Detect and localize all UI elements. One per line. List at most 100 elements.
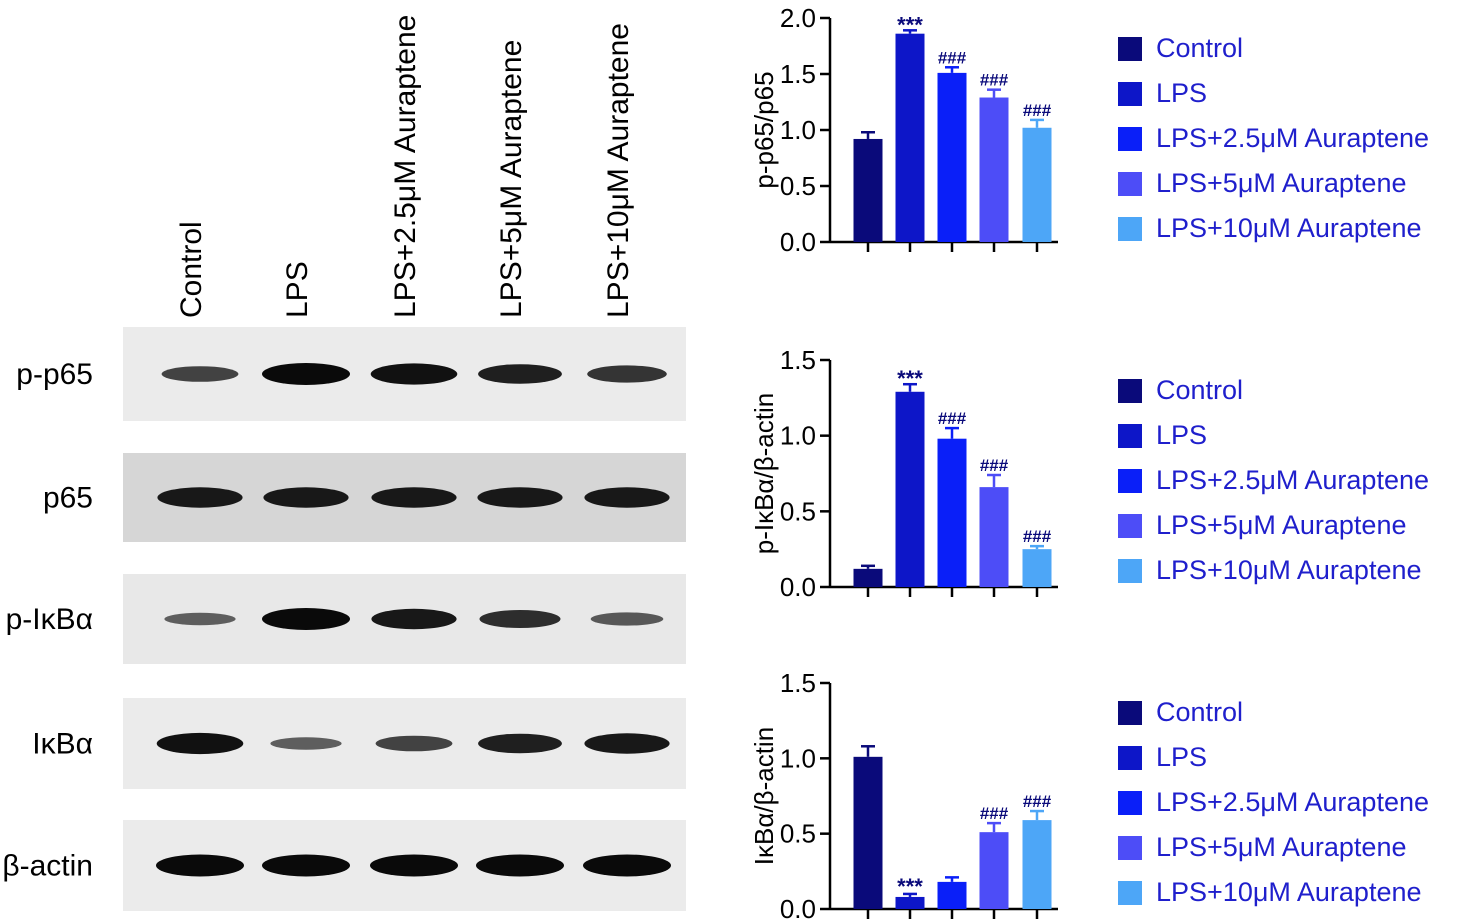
- y-tick-label: 1.5: [780, 345, 816, 375]
- protein-band: [478, 733, 562, 754]
- y-tick-label: 0.0: [780, 894, 816, 921]
- protein-label: IκBα: [32, 728, 93, 761]
- legend-swatch: [1118, 745, 1142, 770]
- legend-swatch: [1118, 790, 1142, 815]
- legend-chart-2: Control LPS LPS+2.5μM Auraptene LPS+5μM Aur…: [1118, 368, 1429, 593]
- bar-lps: [895, 391, 925, 587]
- significance-label: ###: [938, 48, 967, 67]
- bar-lps-10-m-auraptene: [1022, 127, 1052, 242]
- protein-band: [156, 854, 244, 877]
- legend-item: LPS+2.5μM Auraptene: [1118, 458, 1429, 503]
- lane-label: LPS+10μM Auraptene: [602, 23, 635, 318]
- bar-lps-5-m-auraptene: [979, 832, 1009, 909]
- legend-item: LPS+2.5μM Auraptene: [1118, 780, 1429, 825]
- protein-band: [476, 854, 564, 877]
- legend-swatch: [1118, 835, 1142, 860]
- bar-lps-2-5-m-auraptene: [937, 881, 967, 909]
- legend-label: LPS+2.5μM Auraptene: [1156, 123, 1429, 153]
- y-axis-label: p-p65/p65: [749, 71, 779, 188]
- bar-lps-10-m-auraptene: [1022, 549, 1052, 587]
- significance-label: ###: [980, 804, 1009, 823]
- legend-swatch: [1118, 216, 1142, 241]
- protein-band: [587, 365, 667, 383]
- legend-swatch: [1118, 171, 1142, 196]
- legend-item: LPS+5μM Auraptene: [1118, 825, 1429, 870]
- legend-label: Control: [1156, 375, 1244, 405]
- protein-band: [164, 612, 236, 626]
- legend-item: LPS+10μM Auraptene: [1118, 206, 1429, 251]
- protein-label: β-actin: [2, 850, 93, 883]
- protein-band: [584, 487, 670, 508]
- legend-item: LPS: [1118, 413, 1429, 458]
- legend-label: LPS+5μM Auraptene: [1156, 168, 1407, 198]
- protein-label: p-IκBα: [6, 603, 93, 636]
- legend-item: LPS+5μM Auraptene: [1118, 161, 1429, 206]
- legend-label: LPS+5μM Auraptene: [1156, 510, 1407, 540]
- y-tick-label: 2.0: [780, 3, 816, 33]
- legend-swatch: [1118, 880, 1142, 905]
- protein-band: [156, 732, 244, 755]
- legend-label: LPS+2.5μM Auraptene: [1156, 787, 1429, 817]
- legend-swatch: [1118, 558, 1142, 583]
- bar-control: [853, 568, 883, 587]
- legend-label: LPS+2.5μM Auraptene: [1156, 465, 1429, 495]
- y-tick-label: 1.0: [780, 743, 816, 773]
- significance-label: ###: [1023, 527, 1052, 546]
- y-tick-label: 0.5: [780, 819, 816, 849]
- significance-label: ***: [897, 12, 923, 37]
- significance-label: ###: [938, 409, 967, 428]
- legend-swatch: [1118, 378, 1142, 403]
- legend-swatch: [1118, 423, 1142, 448]
- protein-label: p65: [43, 482, 93, 515]
- y-tick-label: 1.5: [780, 59, 816, 89]
- bar-lps: [895, 33, 925, 243]
- protein-band: [371, 608, 457, 630]
- legend-label: Control: [1156, 33, 1244, 63]
- protein-band: [375, 735, 453, 752]
- legend-label: LPS+10μM Auraptene: [1156, 877, 1422, 907]
- protein-label: p-p65: [16, 358, 93, 391]
- bar-lps-5-m-auraptene: [979, 487, 1009, 587]
- lane-label: LPS+2.5μM Auraptene: [389, 15, 422, 318]
- significance-label: ###: [980, 456, 1009, 475]
- y-axis-label: p-IκBα/β-actin: [749, 393, 779, 554]
- bar-lps-2-5-m-auraptene: [937, 72, 967, 242]
- legend-swatch: [1118, 36, 1142, 61]
- protein-band: [161, 366, 239, 382]
- bar-chart-p-p65-ratio: 0.0 0.5 1.0 1.5 2.0 p-p65/p65 *** ### ### ###: [749, 3, 1058, 257]
- legend-item: LPS+2.5μM Auraptene: [1118, 116, 1429, 161]
- protein-band: [270, 737, 342, 750]
- y-tick-label: 0.0: [780, 572, 816, 602]
- legend-item: LPS+5μM Auraptene: [1118, 503, 1429, 548]
- protein-band: [479, 610, 561, 628]
- bar-chart-p-ikba-ratio: 0.0 0.5 1.0 1.5p-IκBα/β-actin *** ### ### ###: [749, 345, 1058, 602]
- protein-band: [477, 487, 563, 508]
- bar-lps: [895, 896, 925, 909]
- protein-band: [263, 487, 349, 508]
- bar-lps-5-m-auraptene: [979, 97, 1009, 243]
- legend-item: Control: [1118, 26, 1429, 71]
- significance-label: ***: [897, 366, 923, 391]
- y-tick-label: 1.0: [780, 115, 816, 145]
- y-tick-label: 1.5: [780, 668, 816, 698]
- legend-item: LPS+10μM Auraptene: [1118, 548, 1429, 593]
- protein-band: [370, 854, 458, 877]
- protein-band: [583, 854, 671, 877]
- bar-control: [853, 138, 883, 242]
- lane-label: LPS+5μM Auraptene: [495, 40, 528, 318]
- legend-swatch: [1118, 513, 1142, 538]
- protein-band: [262, 854, 350, 877]
- legend-chart-1: Control LPS LPS+2.5μM Auraptene LPS+5μM Aur…: [1118, 26, 1429, 251]
- legend-swatch: [1118, 700, 1142, 725]
- legend-item: LPS: [1118, 735, 1429, 780]
- legend-label: LPS: [1156, 742, 1208, 772]
- legend-label: LPS: [1156, 78, 1208, 108]
- significance-label: ***: [897, 874, 923, 899]
- protein-band: [478, 364, 562, 384]
- significance-label: ###: [980, 71, 1009, 90]
- y-tick-label: 0.0: [780, 227, 816, 257]
- legend-label: Control: [1156, 697, 1244, 727]
- protein-band: [262, 608, 350, 630]
- lane-label: LPS: [281, 261, 314, 318]
- significance-label: ###: [1023, 101, 1052, 120]
